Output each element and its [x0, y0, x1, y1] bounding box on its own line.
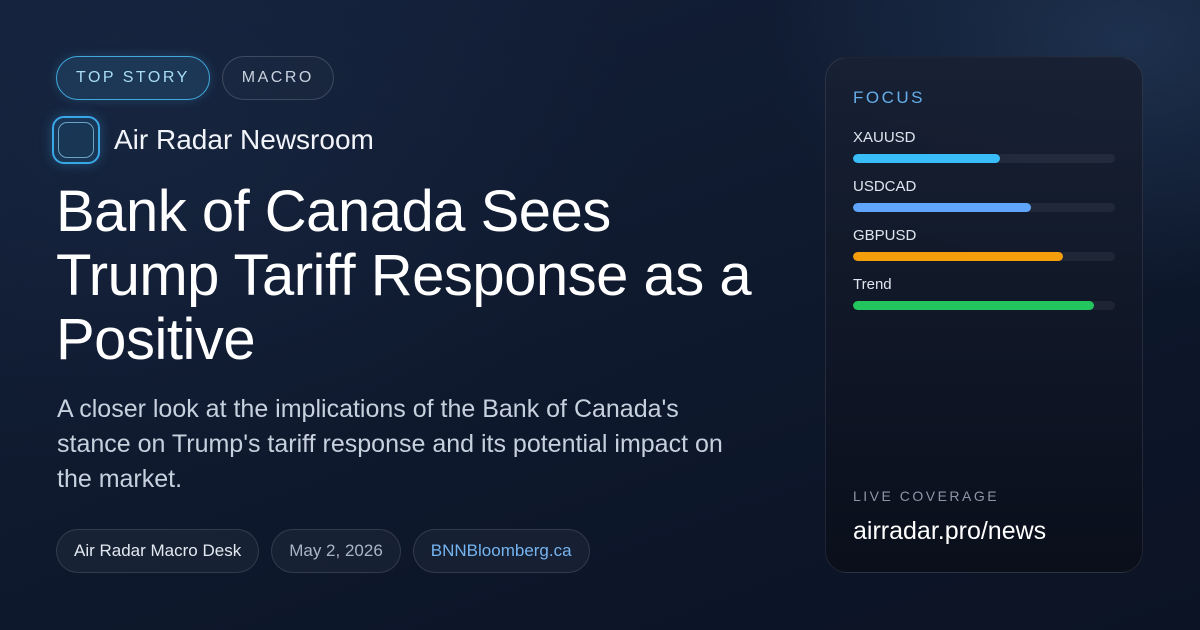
live-coverage-label: LIVE COVERAGE — [853, 488, 999, 504]
headline: Bank of Canada Sees Trump Tariff Respons… — [56, 180, 786, 372]
focus-bar-fill — [853, 252, 1063, 261]
focus-item-label: GBPUSD — [853, 226, 1115, 246]
focus-item-label: Trend — [853, 275, 1115, 295]
focus-bar-track — [853, 252, 1115, 261]
focus-bar-track — [853, 301, 1115, 310]
panel-title: FOCUS — [853, 88, 925, 108]
focus-bars: XAUUSD USDCAD GBPUSD Trend — [853, 128, 1115, 324]
focus-panel: FOCUS XAUUSD USDCAD GBPUSD Trend LIV — [825, 57, 1143, 573]
tag-macro[interactable]: MACRO — [222, 56, 334, 100]
brand-name: Air Radar Newsroom — [114, 124, 374, 156]
focus-item-label: USDCAD — [853, 177, 1115, 197]
tag-top-story[interactable]: TOP STORY — [56, 56, 210, 100]
author-chip: Air Radar Macro Desk — [56, 529, 259, 573]
focus-item-gbpusd: GBPUSD — [853, 226, 1115, 275]
subheadline: A closer look at the implications of the… — [57, 392, 757, 497]
focus-item-label: XAUUSD — [853, 128, 1115, 148]
focus-item-xauusd: XAUUSD — [853, 128, 1115, 177]
focus-bar-fill — [853, 154, 1000, 163]
focus-bar-fill — [853, 301, 1094, 310]
focus-item-usdcad: USDCAD — [853, 177, 1115, 226]
brand-logo-icon — [52, 116, 100, 164]
focus-item-trend: Trend — [853, 275, 1115, 324]
focus-bar-fill — [853, 203, 1031, 212]
coverage-link[interactable]: airradar.pro/news — [853, 517, 1046, 546]
source-link[interactable]: BNNBloomberg.ca — [413, 529, 590, 573]
date-chip: May 2, 2026 — [271, 529, 401, 573]
meta-row: Air Radar Macro Desk May 2, 2026 BNNBloo… — [56, 529, 590, 573]
focus-bar-track — [853, 203, 1115, 212]
brand: Air Radar Newsroom — [52, 116, 374, 164]
focus-bar-track — [853, 154, 1115, 163]
tag-row: TOP STORY MACRO — [56, 56, 334, 100]
